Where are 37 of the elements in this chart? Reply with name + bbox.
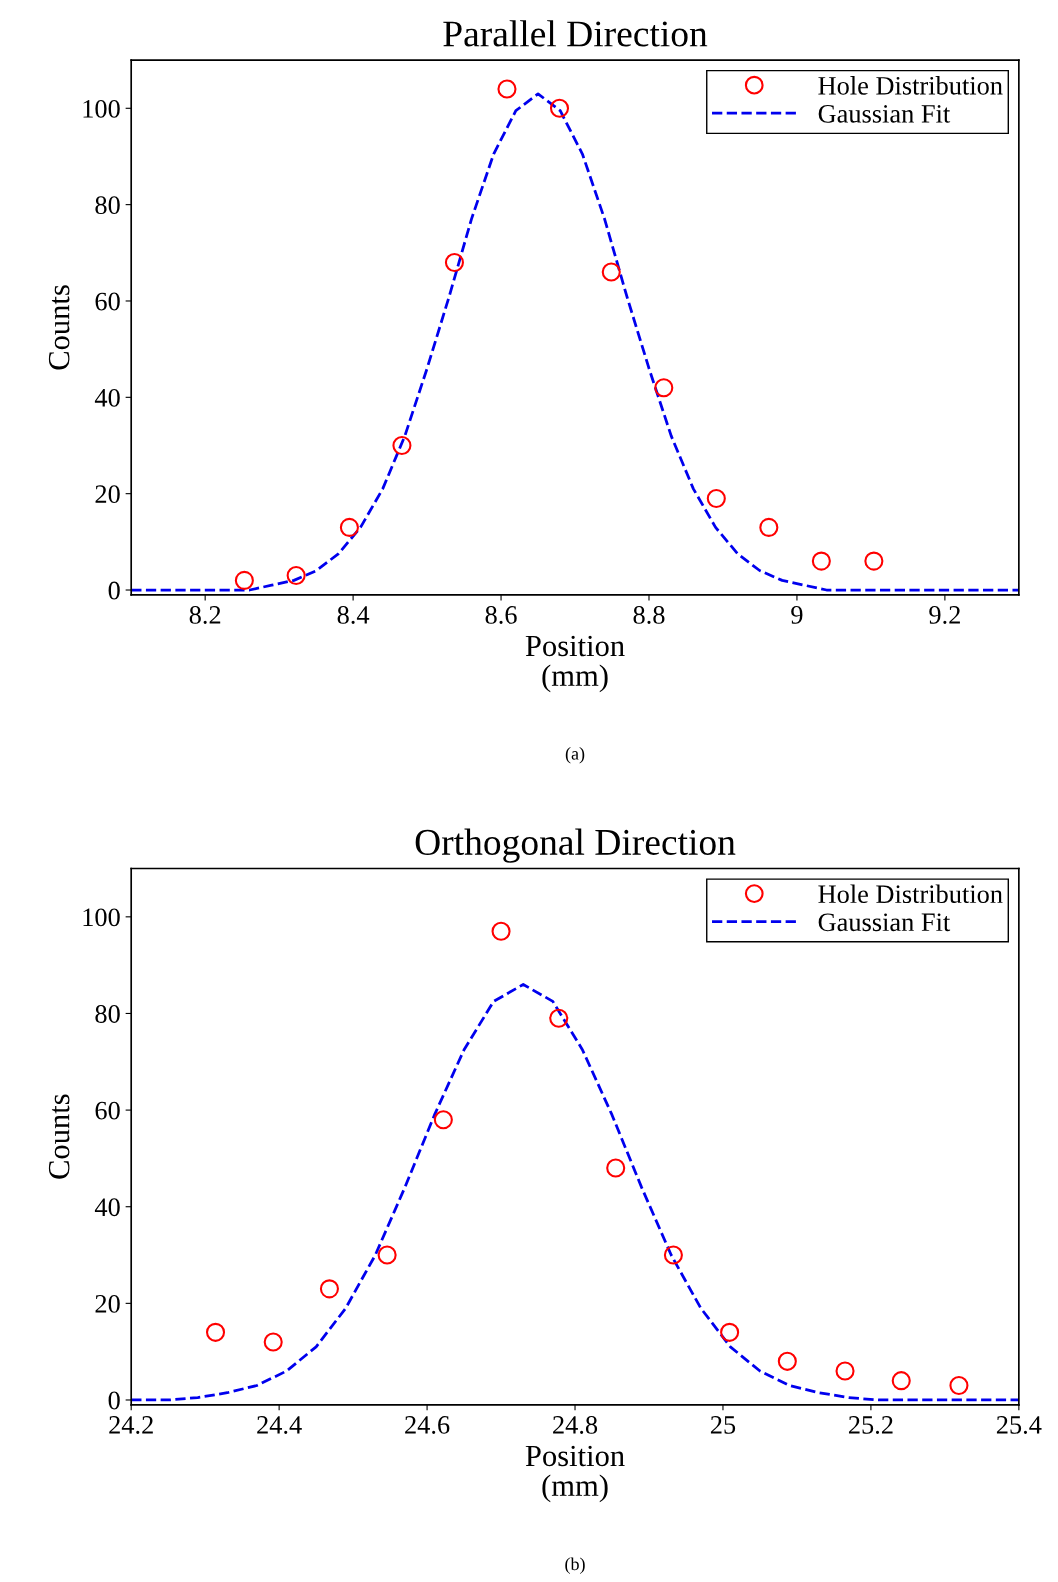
y-tick-label: 100 xyxy=(83,99,120,118)
chart-title: Orthogonal Direction xyxy=(415,828,736,863)
legend-label: Hole Distribution xyxy=(818,884,1003,904)
legend-label: Gaussian Fit xyxy=(818,105,951,123)
legend-label: Gaussian Fit xyxy=(818,913,951,932)
y-tick-label: 20 xyxy=(95,485,120,504)
x-tick-label: 9.2 xyxy=(929,606,960,624)
y-tick-label: 60 xyxy=(95,292,120,311)
y-axis-title: Counts xyxy=(48,1094,70,1179)
chart-title: Parallel Direction xyxy=(443,20,708,47)
y-tick-label: 20 xyxy=(95,1294,120,1313)
y-tick-label: 80 xyxy=(95,1005,120,1023)
y-tick-label: 40 xyxy=(94,388,120,407)
x-tick-label: 25.2 xyxy=(848,1416,893,1434)
y-axis-title: Counts xyxy=(48,285,70,370)
y-tick-label: 40 xyxy=(94,1198,120,1217)
y-tick-label: 60 xyxy=(95,1101,120,1120)
x-tick-label: 24.4 xyxy=(257,1416,302,1434)
x-tick-label: 8.2 xyxy=(189,606,221,624)
x-tick-label: 24.6 xyxy=(405,1416,450,1434)
text: (a) xyxy=(565,747,585,764)
x-tick-label: 8.8 xyxy=(633,606,665,624)
x-tick-label: 8.4 xyxy=(337,606,370,624)
x-tick-label: 25.4 xyxy=(996,1416,1042,1434)
x-tick-label: 24.2 xyxy=(109,1416,153,1434)
y-tick-label: 0 xyxy=(108,1391,120,1410)
x-tick-label: 25 xyxy=(710,1416,736,1434)
x-axis-title: Position (mm) xyxy=(525,635,625,693)
y-tick-label: 0 xyxy=(108,581,120,600)
y-tick-label: 100 xyxy=(83,908,120,927)
y-tick-label: 80 xyxy=(95,196,120,215)
x-tick-label: 24.8 xyxy=(553,1416,598,1434)
x-tick-label: 8.6 xyxy=(485,606,517,624)
x-axis-title: Position (mm) xyxy=(525,1445,625,1503)
x-tick-label: 9 xyxy=(791,606,803,624)
text: (b) xyxy=(565,1557,585,1574)
legend-label: Hole Distribution xyxy=(818,76,1003,95)
